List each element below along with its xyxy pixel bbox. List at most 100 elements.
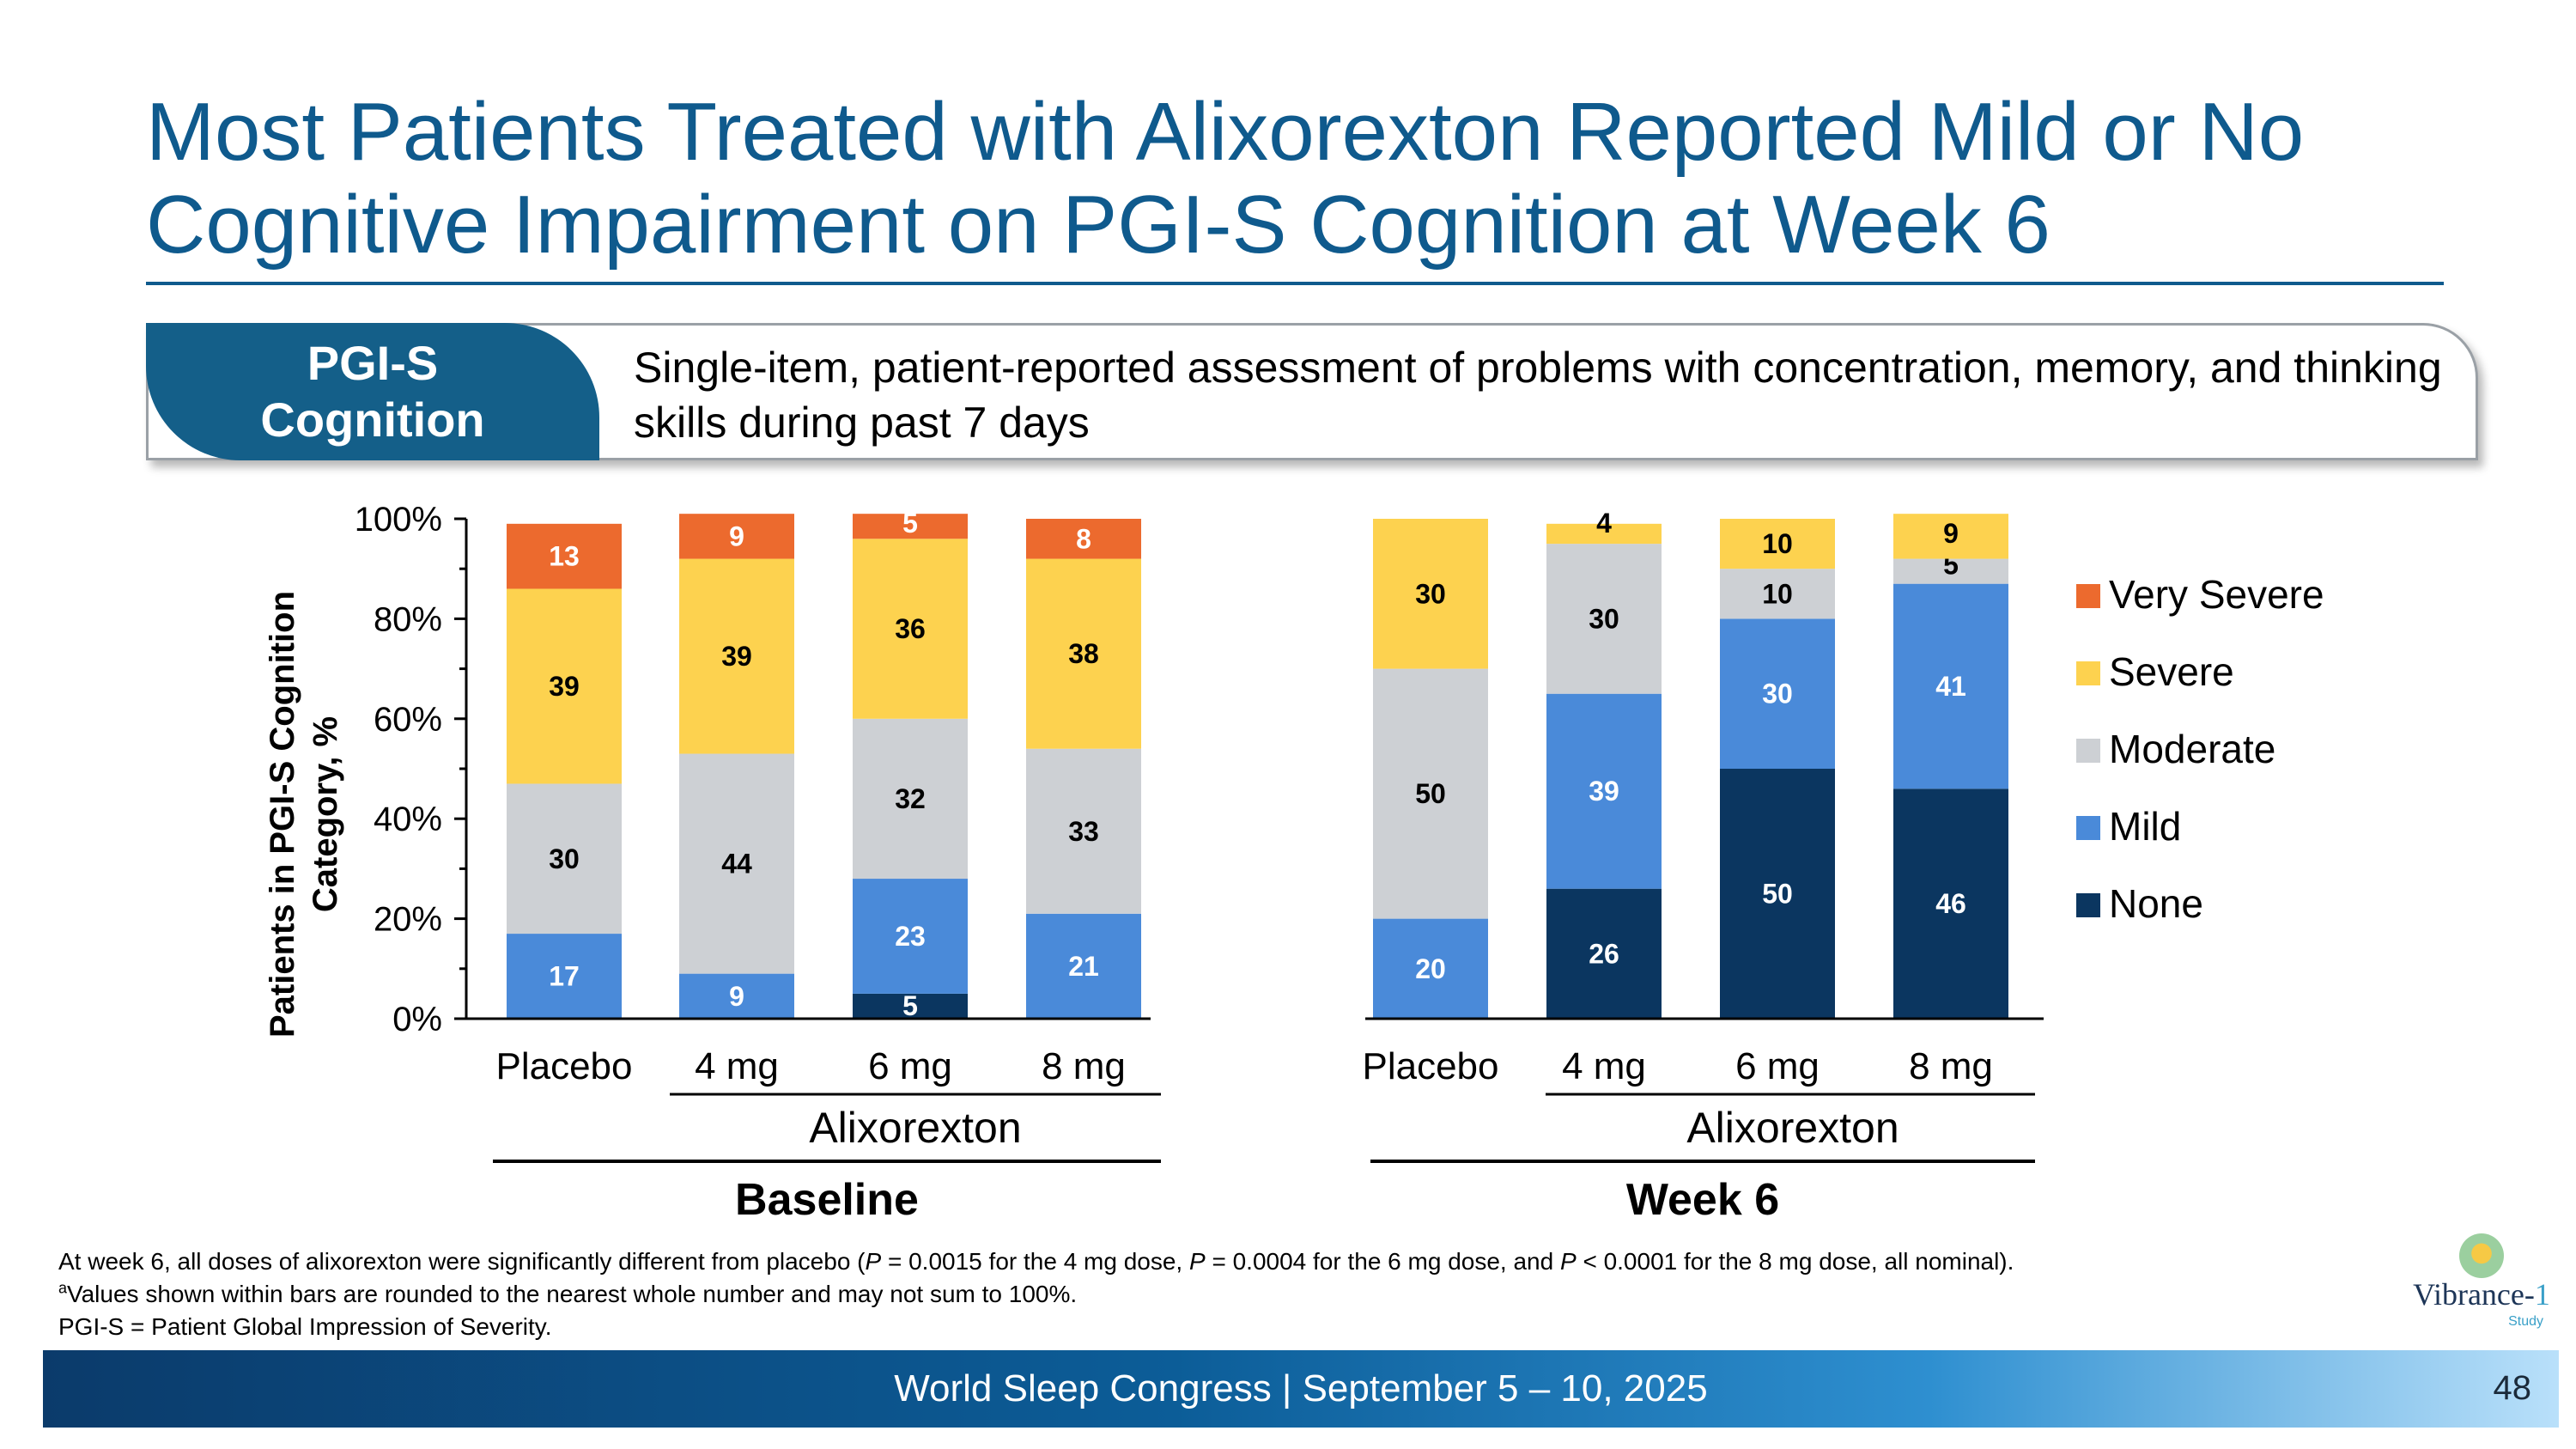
data-label: 33 [1068, 816, 1099, 847]
data-label: 5 [902, 508, 918, 539]
data-label: 41 [1935, 671, 1966, 702]
bar-severe [679, 558, 794, 754]
data-label: 13 [549, 541, 580, 572]
data-label: 4 [1596, 508, 1612, 539]
data-label: 38 [1068, 638, 1099, 669]
data-label: 17 [549, 961, 580, 992]
data-label: 39 [549, 671, 580, 702]
bar-mild [507, 934, 622, 1019]
bar-mild [1546, 693, 1662, 889]
bar-moderate [1893, 558, 2008, 584]
bar-very-severe [507, 523, 622, 589]
definition-tab-line-1: PGI-S [307, 336, 439, 390]
x-tick-label: 6 mg [868, 1045, 952, 1087]
bar-severe [1720, 519, 1835, 569]
definition-tab: PGI-S Cognition [146, 323, 599, 460]
title-line-1: Most Patients Treated with Alixorexton R… [146, 86, 2305, 178]
bar-mild [1720, 618, 1835, 769]
page-number: 48 [2493, 1369, 2532, 1407]
bar-moderate [1720, 569, 1835, 619]
data-label: 39 [1589, 776, 1619, 807]
data-label: 30 [1415, 578, 1446, 609]
y-tick-label: 0% [392, 1001, 442, 1038]
x-tick-label: 4 mg [1562, 1045, 1646, 1087]
y-tick-label: 40% [374, 801, 442, 838]
data-label: 10 [1762, 528, 1793, 559]
data-label: 30 [549, 843, 580, 874]
legend-swatch-moderate [2076, 739, 2100, 763]
legend-swatch-severe [2076, 661, 2100, 685]
x-tick-label: 8 mg [1042, 1045, 1126, 1087]
data-label: 36 [895, 613, 926, 644]
bar-moderate [1026, 748, 1141, 914]
data-label: 50 [1762, 879, 1793, 910]
bar-very-severe [1026, 519, 1141, 559]
legend-swatch-very-severe [2076, 584, 2100, 608]
subgroup-label: Alixorexton [809, 1104, 1021, 1152]
y-tick-label: 20% [374, 901, 442, 939]
bar-mild [1893, 583, 2008, 789]
x-tick-label: 8 mg [1909, 1045, 1993, 1087]
definition-tab-line-2: Cognition [260, 393, 485, 447]
bar-mild [1026, 913, 1141, 1019]
group-label: Baseline [735, 1175, 919, 1225]
bar-severe [853, 539, 968, 719]
title-underline [146, 282, 2444, 285]
bar-very-severe [853, 514, 968, 539]
legend-label: Mild [2109, 804, 2181, 849]
logo-subtitle: Study [2508, 1314, 2543, 1329]
data-label: 50 [1415, 778, 1446, 809]
stacked-bar-chart: 0% 20% 40% 60% 80% 100% Patients in PGI-S Cogn… [264, 501, 2324, 1225]
x-tick-label: 6 mg [1735, 1045, 1820, 1087]
vibrance-logo: Vibrance-1 Study [2404, 1233, 2559, 1329]
bar-moderate [679, 753, 794, 974]
subgroup-label: Alixorexton [1686, 1104, 1899, 1152]
footer-bar: World Sleep Congress | September 5 – 10,… [43, 1350, 2559, 1428]
data-label: 46 [1935, 888, 1966, 919]
bar-none [1893, 788, 2008, 1019]
y-axis-label: Patients in PGI-S Cognition [264, 591, 301, 1038]
bar-mild [679, 973, 794, 1019]
group-label: Week 6 [1626, 1175, 1779, 1225]
footnotes: At week 6, all doses of alixorexton were… [58, 1245, 2377, 1343]
legend-swatch-none [2076, 893, 2100, 917]
bar-severe [1546, 523, 1662, 545]
legend-label: Very Severe [2109, 572, 2324, 617]
bar-severe [1893, 514, 2008, 559]
bar-severe [507, 588, 622, 784]
x-tick-label: Placebo [495, 1045, 632, 1087]
legend-label: Moderate [2109, 727, 2275, 771]
y-tick-label: 100% [355, 501, 442, 539]
bar-mild [853, 879, 968, 994]
data-label: 30 [1762, 679, 1793, 709]
bar-severe [1373, 519, 1488, 669]
logo-wordmark: Vibrance-1 [2413, 1277, 2550, 1312]
bar-moderate [507, 783, 622, 935]
data-label: 10 [1762, 578, 1793, 609]
y-tick-label: 80% [374, 600, 442, 638]
data-label: 20 [1415, 953, 1446, 984]
footnote-abbreviation: PGI-S = Patient Global Impression of Sev… [58, 1313, 552, 1340]
data-label: 9 [1943, 518, 1959, 549]
bar-mild [1373, 918, 1488, 1019]
bar-none [1546, 888, 1662, 1019]
data-label: 26 [1589, 938, 1619, 969]
data-label: 39 [721, 641, 752, 672]
x-tick-label: 4 mg [695, 1045, 779, 1087]
data-label: 21 [1068, 951, 1099, 982]
definition-text: Single-item, patient-reported assessment… [634, 344, 2442, 447]
y-axis-label-line-2: Category, % [307, 716, 344, 912]
data-label: 9 [729, 981, 744, 1012]
legend-label: Severe [2109, 649, 2234, 694]
footer-text: World Sleep Congress | September 5 – 10,… [894, 1367, 1708, 1409]
bar-severe [1026, 558, 1141, 749]
data-label: 32 [895, 783, 926, 814]
bar-very-severe [679, 514, 794, 559]
data-label: 8 [1076, 523, 1091, 554]
bar-none [1720, 769, 1835, 1019]
data-label: 23 [895, 921, 926, 952]
bar-none [853, 993, 968, 1019]
y-tick-label: 60% [374, 701, 442, 739]
bar-moderate [1373, 668, 1488, 919]
footnote-rounding: aValues shown within bars are rounded to… [58, 1279, 1078, 1307]
